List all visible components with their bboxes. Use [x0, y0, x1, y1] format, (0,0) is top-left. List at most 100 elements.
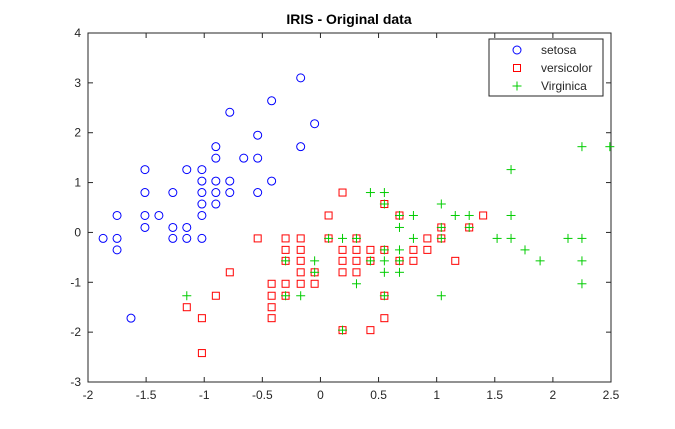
legend-box [488, 38, 604, 97]
setosa-point [267, 176, 277, 186]
setosa-point [168, 233, 178, 243]
setosa-point [197, 188, 207, 198]
virginica-point [464, 222, 474, 232]
virginica-point [365, 256, 375, 266]
versicolor-point [423, 234, 432, 243]
versicolor-point [211, 291, 220, 300]
plot-frame [87, 32, 612, 383]
versicolor-point [380, 314, 389, 323]
x-tick-label: -1 [199, 388, 210, 402]
virginica-point [408, 233, 418, 243]
setosa-point [140, 210, 150, 220]
setosa-point [253, 188, 263, 198]
virginica-point [436, 233, 446, 243]
versicolor-point [409, 256, 418, 265]
versicolor-point [267, 314, 276, 323]
virginica-point [310, 256, 320, 266]
virginica-point [577, 256, 587, 266]
legend-marker-virginica [512, 81, 522, 91]
legend-marker-versicolor [513, 64, 521, 72]
setosa-point [225, 188, 235, 198]
setosa-point [140, 188, 150, 198]
virginica-point [379, 188, 389, 198]
setosa-point [98, 233, 108, 243]
setosa-point [182, 165, 192, 175]
versicolor-point [267, 303, 276, 312]
versicolor-point [281, 234, 290, 243]
setosa-point [211, 142, 221, 152]
x-tick-label: -0.5 [252, 388, 273, 402]
versicolor-point [267, 279, 276, 288]
versicolor-point [296, 279, 305, 288]
setosa-point [112, 245, 122, 255]
virginica-point [182, 291, 192, 301]
setosa-point [267, 96, 277, 106]
setosa-point [182, 233, 192, 243]
virginica-point [281, 291, 291, 301]
versicolor-point [352, 256, 361, 265]
versicolor-point [338, 245, 347, 254]
versicolor-point [197, 349, 206, 358]
data-markers [98, 73, 615, 358]
versicolor-point [182, 303, 191, 312]
y-tick-label: 2 [74, 126, 81, 140]
virginica-point [450, 210, 460, 220]
legend: setosa versicolor Virginica [488, 38, 604, 97]
setosa-point [211, 199, 221, 209]
setosa-point [197, 165, 207, 175]
virginica-point [310, 267, 320, 277]
setosa-point [182, 222, 192, 232]
virginica-point [464, 210, 474, 220]
versicolor-point [281, 279, 290, 288]
setosa-point [168, 222, 178, 232]
versicolor-point [479, 211, 488, 220]
virginica-point [394, 222, 404, 232]
setosa-point [296, 73, 306, 83]
x-tick-label: 1.5 [486, 388, 503, 402]
legend-marker-setosa [512, 45, 522, 55]
virginica-point [577, 233, 587, 243]
axes [87, 32, 612, 383]
virginica-point [506, 233, 516, 243]
versicolor-point [225, 268, 234, 277]
setosa-point [168, 188, 178, 198]
virginica-point [520, 245, 530, 255]
y-tick-label: 0 [74, 225, 81, 239]
setosa-point [197, 176, 207, 186]
setosa-point [253, 153, 263, 163]
versicolor-point [310, 279, 319, 288]
setosa-point [197, 199, 207, 209]
virginica-point [296, 291, 306, 301]
virginica-point [492, 233, 502, 243]
virginica-point [408, 210, 418, 220]
setosa-point [239, 153, 249, 163]
versicolor-point [281, 245, 290, 254]
y-tick-label: 3 [74, 76, 81, 90]
x-tick-label: -2 [83, 388, 94, 402]
versicolor-point [451, 256, 460, 265]
versicolor-point [409, 245, 418, 254]
versicolor-point [296, 256, 305, 265]
virginica-point [436, 222, 446, 232]
setosa-point [140, 165, 150, 175]
versicolor-point [338, 256, 347, 265]
setosa-point [112, 233, 122, 243]
versicolor-point [423, 245, 432, 254]
y-tick-label: 4 [74, 26, 81, 40]
virginica-point [379, 267, 389, 277]
virginica-point [379, 291, 389, 301]
virginica-point [506, 165, 516, 175]
virginica-point [379, 245, 389, 255]
versicolor-point [253, 234, 262, 243]
virginica-point [394, 267, 404, 277]
setosa-point [253, 130, 263, 140]
virginica-point [338, 233, 348, 243]
setosa-point [126, 313, 136, 323]
virginica-point [394, 245, 404, 255]
series-virginica [182, 142, 615, 335]
virginica-point [281, 256, 291, 266]
virginica-point [436, 291, 446, 301]
versicolor-point [296, 234, 305, 243]
